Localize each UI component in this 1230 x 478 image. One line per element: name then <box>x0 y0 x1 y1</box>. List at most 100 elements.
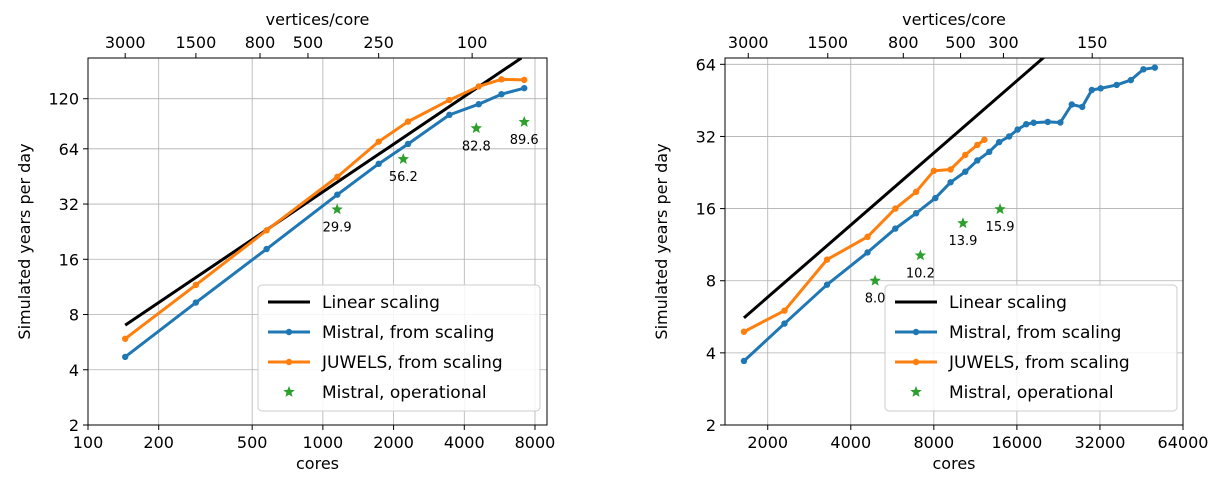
series-marker <box>962 168 969 175</box>
series-marker <box>740 328 748 335</box>
legend-label: JUWELS, from scaling <box>321 353 503 373</box>
top-x-tick-label: 1500 <box>807 33 848 52</box>
x-tick-label: 16000 <box>991 433 1042 452</box>
x-tick-label: 200 <box>143 433 174 452</box>
x-tick-label: 8000 <box>913 433 954 452</box>
operational-star <box>331 203 343 215</box>
series-line <box>742 58 1046 319</box>
series-marker <box>498 90 505 98</box>
series-marker <box>121 335 129 342</box>
operational-value-label: 8.0 <box>865 292 886 307</box>
series-marker <box>263 227 270 234</box>
y-tick-label: 64 <box>59 140 79 159</box>
series-marker <box>864 233 871 241</box>
y-tick-label: 4 <box>69 361 79 380</box>
series-marker <box>375 138 382 145</box>
y-tick-label: 32 <box>59 195 79 214</box>
top-x-tick-label: 500 <box>945 33 976 52</box>
legend: Linear scaling Mistral, from scaling JUWEL… <box>884 284 1178 412</box>
y-tick-label: 16 <box>696 200 716 219</box>
x-tick-label: 64000 <box>1158 433 1209 452</box>
series-marker <box>892 225 899 232</box>
y-axis-label: Simulated years per day <box>15 143 34 339</box>
series-line <box>124 58 523 327</box>
y-tick-label: 16 <box>59 250 79 269</box>
legend-frame <box>884 284 1178 412</box>
operational-star <box>518 115 530 127</box>
legend-swatch-star <box>283 386 295 397</box>
series-marker <box>475 101 482 108</box>
series-marker <box>446 111 453 119</box>
legend-label: Mistral, operational <box>949 383 1114 403</box>
series-marker <box>986 148 993 156</box>
x-tick-label: 4000 <box>830 433 871 452</box>
operational-star <box>994 203 1006 215</box>
axes-frame <box>87 57 548 426</box>
y-tick-label: 8 <box>69 306 79 325</box>
operational-star <box>957 217 969 229</box>
series-marker <box>1030 119 1037 126</box>
operational-value-label: 89.6 <box>510 133 539 148</box>
series-marker <box>974 157 981 164</box>
series-marker <box>932 194 939 202</box>
series-marker <box>1079 103 1086 111</box>
series-marker <box>1044 118 1051 126</box>
legend-label: Mistral, operational <box>322 383 487 403</box>
top-x-tick-label: 800 <box>245 33 276 52</box>
y-tick-label: 2 <box>706 416 716 435</box>
legend-swatch-marker <box>285 358 293 366</box>
series-marker <box>404 140 412 148</box>
series-marker <box>823 256 831 263</box>
top-x-tick-label: 300 <box>988 33 1019 52</box>
x-tick-label: 1000 <box>303 433 344 452</box>
plot-area <box>740 58 1159 365</box>
series-marker <box>1023 120 1030 128</box>
operational-value-label: 13.9 <box>948 234 977 249</box>
series-line <box>124 86 525 359</box>
operational-star <box>470 122 482 134</box>
series-marker <box>446 96 453 104</box>
series-line <box>124 77 525 340</box>
series-marker <box>892 205 899 212</box>
series-marker <box>1151 64 1159 71</box>
series-marker <box>947 166 954 173</box>
series-marker <box>375 160 382 168</box>
series-marker <box>475 83 482 90</box>
top-x-tick-label: 3000 <box>728 33 769 52</box>
series-marker <box>864 249 871 256</box>
series-marker <box>974 141 981 149</box>
legend-label: Mistral, from scaling <box>322 323 494 343</box>
x-axis-label: cores <box>933 454 976 473</box>
series-marker <box>981 136 988 143</box>
y-tick-label: 120 <box>48 90 79 109</box>
top-x-tick-label: 100 <box>457 33 488 52</box>
series-marker <box>1113 81 1120 89</box>
series-marker <box>334 191 341 198</box>
y-tick-label: 2 <box>69 416 79 435</box>
series-marker <box>823 281 831 288</box>
operational-star <box>869 274 881 286</box>
y-tick-label: 32 <box>696 127 716 146</box>
x-tick-label: 100 <box>73 433 104 452</box>
series-marker <box>1088 86 1096 94</box>
x-tick-label: 8000 <box>515 433 556 452</box>
legend-label: Mistral, from scaling <box>949 323 1121 343</box>
top-x-axis-label: vertices/core <box>902 10 1006 29</box>
legend-frame <box>257 284 541 412</box>
series-marker <box>192 281 200 289</box>
x-tick-label: 4000 <box>444 433 485 452</box>
series-marker <box>1097 85 1104 92</box>
x-tick-label: 2000 <box>747 433 788 452</box>
legend-swatch-marker <box>285 328 293 336</box>
series-marker <box>947 179 954 186</box>
series-marker <box>404 118 412 125</box>
series-marker <box>192 299 200 306</box>
series-marker <box>334 173 341 181</box>
x-axis-label: cores <box>296 454 339 473</box>
legend-label: Linear scaling <box>949 293 1067 313</box>
series-marker <box>1005 133 1013 140</box>
series-marker <box>521 84 528 92</box>
series-marker <box>740 357 748 365</box>
legend-swatch-marker <box>912 358 920 366</box>
